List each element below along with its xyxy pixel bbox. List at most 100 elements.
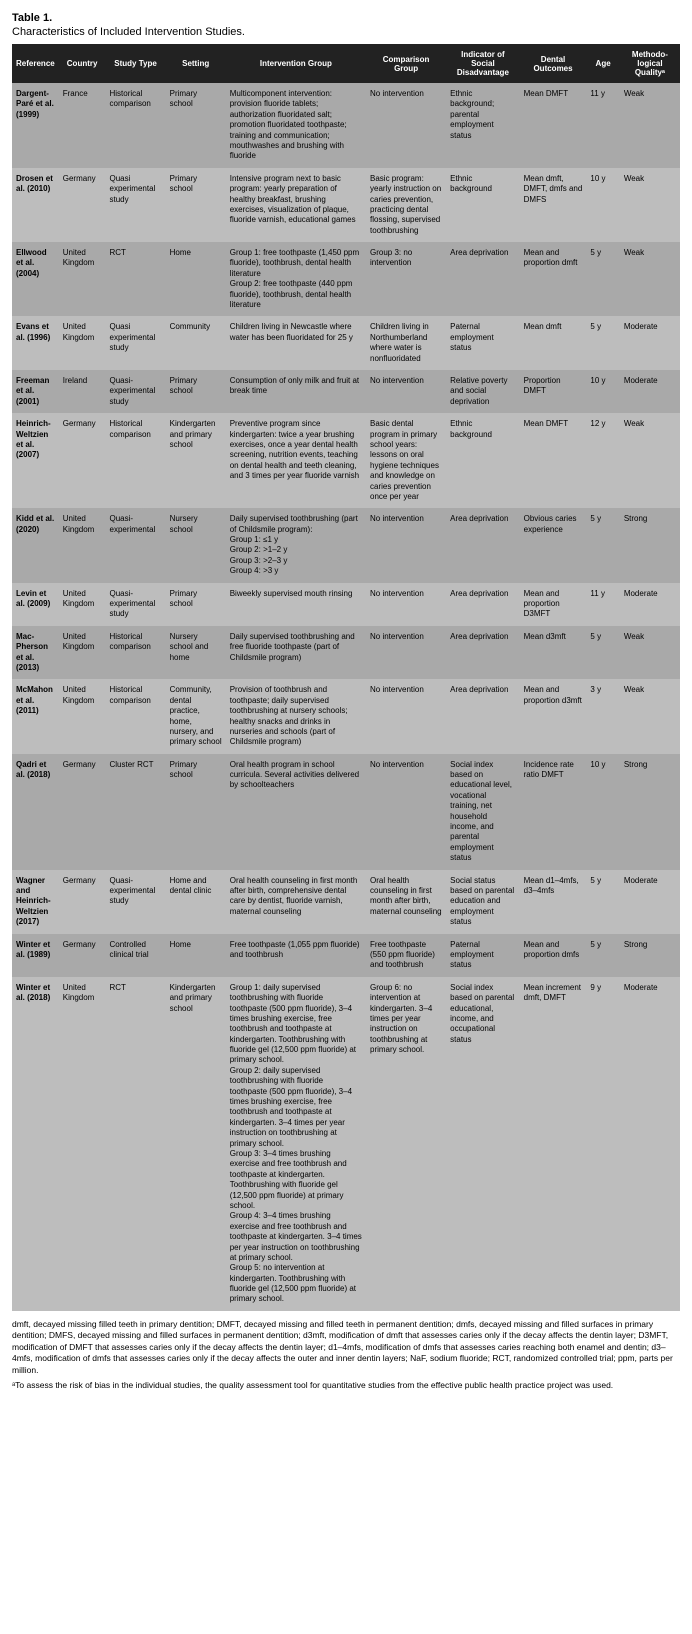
cell-type: Controlled clinical trial — [106, 934, 166, 977]
table-row: Ellwood et al. (2004)United KingdomRCTHo… — [12, 242, 680, 316]
cell-age: 11 y — [586, 583, 619, 626]
cell-ref: Kidd et al. (2020) — [12, 508, 59, 582]
cell-qual: Strong — [620, 754, 680, 870]
cell-ref: Dargent-Paré et al. (1999) — [12, 83, 59, 168]
cell-out: Obvious caries experience — [520, 508, 587, 582]
table-row: Kidd et al. (2020)United KingdomQuasi-ex… — [12, 508, 680, 582]
table-row: McMahon et al. (2011)United KingdomHisto… — [12, 679, 680, 753]
cell-setting: Home and dental clinic — [166, 870, 226, 934]
cell-age: 5 y — [586, 316, 619, 370]
cell-ref: Ellwood et al. (2004) — [12, 242, 59, 316]
cell-country: United Kingdom — [59, 679, 106, 753]
cell-comp: Basic program: yearly instruction on car… — [366, 168, 446, 242]
cell-comp: No intervention — [366, 370, 446, 413]
cell-ind: Area deprivation — [446, 679, 519, 753]
cell-ind: Social index based on educational level,… — [446, 754, 519, 870]
cell-interv: Biweekly supervised mouth rinsing — [226, 583, 366, 626]
cell-country: Ireland — [59, 370, 106, 413]
col-header: Methodo-logical Qualityᵃ — [620, 44, 680, 83]
col-header: Country — [59, 44, 106, 83]
cell-comp: Basic dental program in primary school y… — [366, 413, 446, 508]
cell-out: Mean DMFT — [520, 83, 587, 168]
cell-age: 3 y — [586, 679, 619, 753]
cell-interv: Free toothpaste (1,055 ppm fluoride) and… — [226, 934, 366, 977]
cell-type: Cluster RCT — [106, 754, 166, 870]
table-row: Wagner and Heinrich-Weltzien (2017)Germa… — [12, 870, 680, 934]
table-row: Winter et al. (2018)United KingdomRCTKin… — [12, 977, 680, 1311]
cell-age: 11 y — [586, 83, 619, 168]
cell-ref: Winter et al. (2018) — [12, 977, 59, 1311]
cell-ref: Evans et al. (1996) — [12, 316, 59, 370]
col-header: Study Type — [106, 44, 166, 83]
cell-comp: No intervention — [366, 83, 446, 168]
cell-comp: No intervention — [366, 754, 446, 870]
footnote-a: ᵃTo assess the risk of bias in the indiv… — [12, 1380, 680, 1391]
col-header: Reference — [12, 44, 59, 83]
cell-out: Mean and proportion d3mft — [520, 679, 587, 753]
table-row: Dargent-Paré et al. (1999)FranceHistoric… — [12, 83, 680, 168]
cell-ind: Social status based on parental educatio… — [446, 870, 519, 934]
cell-ref: McMahon et al. (2011) — [12, 679, 59, 753]
cell-comp: Free toothpaste (550 ppm fluoride) and t… — [366, 934, 446, 977]
cell-setting: Primary school — [166, 370, 226, 413]
col-header: Intervention Group — [226, 44, 366, 83]
cell-setting: Home — [166, 242, 226, 316]
cell-type: RCT — [106, 977, 166, 1311]
cell-ref: Freeman et al. (2001) — [12, 370, 59, 413]
cell-qual: Weak — [620, 83, 680, 168]
cell-ref: Drosen et al. (2010) — [12, 168, 59, 242]
cell-setting: Primary school — [166, 583, 226, 626]
cell-interv: Group 1: daily supervised toothbrushing … — [226, 977, 366, 1311]
footnotes: dmft, decayed missing filled teeth in pr… — [12, 1319, 680, 1392]
cell-interv: Oral health program in school curricula.… — [226, 754, 366, 870]
table-row: Freeman et al. (2001)IrelandQuasi-experi… — [12, 370, 680, 413]
cell-out: Mean d1–4mfs, d3–4mfs — [520, 870, 587, 934]
cell-country: United Kingdom — [59, 977, 106, 1311]
cell-interv: Preventive program since kindergarten: t… — [226, 413, 366, 508]
cell-country: United Kingdom — [59, 583, 106, 626]
col-header: Indicator of Social Disadvantage — [446, 44, 519, 83]
cell-qual: Strong — [620, 934, 680, 977]
cell-type: Quasi-experimental — [106, 508, 166, 582]
cell-age: 10 y — [586, 754, 619, 870]
cell-comp: No intervention — [366, 679, 446, 753]
cell-setting: Community, dental practice, home, nurser… — [166, 679, 226, 753]
cell-country: Germany — [59, 754, 106, 870]
cell-qual: Moderate — [620, 870, 680, 934]
cell-out: Mean dmft — [520, 316, 587, 370]
cell-qual: Weak — [620, 242, 680, 316]
cell-ind: Ethnic background — [446, 413, 519, 508]
cell-ref: Wagner and Heinrich-Weltzien (2017) — [12, 870, 59, 934]
cell-comp: No intervention — [366, 626, 446, 680]
cell-comp: No intervention — [366, 508, 446, 582]
cell-country: Germany — [59, 413, 106, 508]
cell-country: Germany — [59, 934, 106, 977]
cell-age: 5 y — [586, 508, 619, 582]
col-header: Setting — [166, 44, 226, 83]
table-row: Mac-Pherson et al. (2013)United KingdomH… — [12, 626, 680, 680]
cell-type: Historical comparison — [106, 83, 166, 168]
cell-country: United Kingdom — [59, 508, 106, 582]
cell-country: Germany — [59, 168, 106, 242]
cell-ind: Paternal employment status — [446, 316, 519, 370]
cell-interv: Daily supervised toothbrushing and free … — [226, 626, 366, 680]
cell-out: Mean and proportion dmfs — [520, 934, 587, 977]
cell-interv: Provision of toothbrush and toothpaste; … — [226, 679, 366, 753]
studies-table: ReferenceCountryStudy TypeSettingInterve… — [12, 44, 680, 1311]
cell-ind: Social index based on parental education… — [446, 977, 519, 1311]
footnote-abbrev: dmft, decayed missing filled teeth in pr… — [12, 1319, 680, 1376]
table-number: Table 1. — [12, 12, 680, 24]
cell-type: Quasi-experimental study — [106, 583, 166, 626]
cell-out: Mean increment dmft, DMFT — [520, 977, 587, 1311]
cell-setting: Primary school — [166, 168, 226, 242]
cell-qual: Moderate — [620, 316, 680, 370]
cell-age: 9 y — [586, 977, 619, 1311]
cell-type: Historical comparison — [106, 413, 166, 508]
cell-ref: Winter et al. (1989) — [12, 934, 59, 977]
cell-age: 5 y — [586, 626, 619, 680]
cell-out: Mean and proportion dmft — [520, 242, 587, 316]
cell-setting: Community — [166, 316, 226, 370]
cell-type: Quasi experimental study — [106, 316, 166, 370]
cell-out: Proportion DMFT — [520, 370, 587, 413]
cell-ref: Levin et al. (2009) — [12, 583, 59, 626]
